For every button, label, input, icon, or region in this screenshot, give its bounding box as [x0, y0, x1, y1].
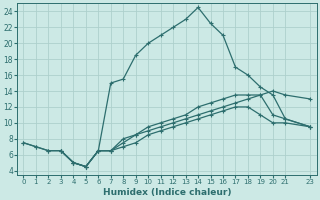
- X-axis label: Humidex (Indice chaleur): Humidex (Indice chaleur): [103, 188, 231, 197]
